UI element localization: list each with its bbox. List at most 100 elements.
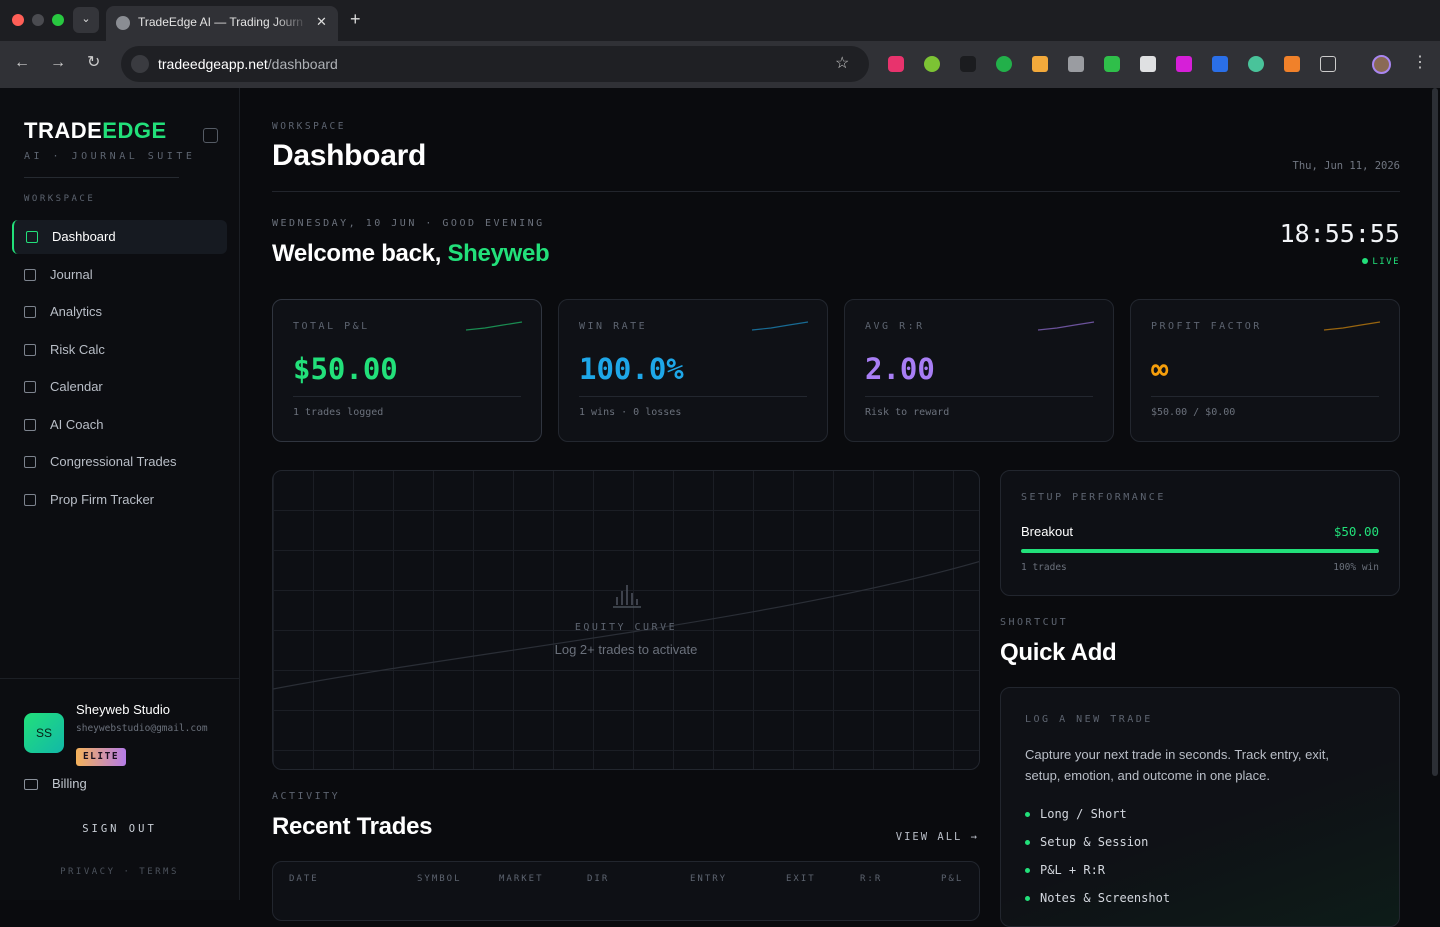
nav-item[interactable]: AI Coach	[12, 408, 227, 442]
extension[interactable]	[1140, 56, 1156, 72]
stat-card: PROFIT FACTOR ∞ $50.00 / $0.00	[1130, 299, 1400, 442]
extension[interactable]	[1284, 56, 1300, 72]
tab-search[interactable]: ⌄	[73, 7, 99, 33]
column-header: MARKET	[499, 874, 544, 884]
stat-value: $50.00	[293, 352, 398, 386]
chart-icon	[613, 585, 641, 608]
page-title: Dashboard	[272, 139, 426, 172]
nav-icon	[24, 381, 36, 393]
setup-pnl: $50.00	[1333, 524, 1379, 539]
billing-link[interactable]: Billing	[52, 776, 87, 791]
forward-button[interactable]: →	[50, 54, 66, 71]
extension[interactable]	[1248, 56, 1264, 72]
url-host: tradeedgeapp.net	[158, 56, 268, 72]
view-all[interactable]: VIEW ALL →	[895, 831, 979, 843]
close-window[interactable]	[12, 14, 24, 26]
sidebar: TRADEEDGE AI · JOURNAL SUITE WORKSPACE D…	[0, 88, 240, 900]
avatar: SS	[24, 713, 64, 753]
stat-value: 100.0%	[579, 352, 684, 386]
extension[interactable]	[1176, 56, 1192, 72]
nav-label: Prop Firm Tracker	[50, 491, 155, 507]
stat-note: 1 wins · 0 losses	[579, 407, 682, 418]
scrollbar[interactable]	[1432, 88, 1438, 776]
nav-item[interactable]: Dashboard	[12, 220, 227, 254]
live-dot	[1362, 258, 1369, 264]
new-tab[interactable]: +	[350, 9, 361, 29]
divider	[1151, 396, 1379, 397]
privacy-link[interactable]: PRIVACY	[60, 867, 116, 877]
equity-hint: Log 2+ trades to activate	[554, 642, 698, 657]
setup-title: SETUP PERFORMANCE	[1021, 492, 1166, 503]
nav: Dashboard Journal Analytics Risk Calc Calend…	[12, 220, 227, 520]
welcome: Welcome back, Sheyweb	[272, 240, 550, 269]
minimize-window[interactable]	[32, 14, 44, 26]
list-item-text: P&L + R:R	[1040, 863, 1106, 877]
nav-item[interactable]: Congressional Trades	[12, 445, 227, 479]
header-eyebrow: WORKSPACE	[272, 121, 346, 132]
live-indicator: LIVE	[1362, 257, 1400, 268]
setup-bar	[1021, 549, 1379, 553]
nav-icon	[24, 268, 36, 281]
nav-item[interactable]: Journal	[12, 258, 227, 292]
stat-note: 1 trades logged	[293, 407, 384, 418]
placeholder-curve	[273, 560, 979, 690]
quick-add-card[interactable]: LOG A NEW TRADE Capture your next trade …	[1000, 687, 1400, 927]
tab-close[interactable]: ✕	[316, 14, 327, 29]
extension[interactable]	[960, 56, 976, 72]
brand-a: TRADE	[24, 118, 103, 143]
back-button[interactable]: ←	[14, 54, 30, 71]
nav-icon	[26, 231, 38, 243]
extensions-menu[interactable]	[1320, 56, 1336, 72]
collapse-sidebar[interactable]	[203, 128, 218, 143]
nav-item[interactable]: Calendar	[12, 370, 227, 404]
stat-value: 2.00	[865, 352, 935, 386]
terms-link[interactable]: TERMS	[139, 867, 179, 877]
maximize-window[interactable]	[52, 14, 64, 26]
stat-card: AVG R:R 2.00 Risk to reward	[844, 299, 1114, 442]
divider	[24, 177, 179, 178]
setup-win: 100% win	[1333, 562, 1379, 573]
tab-strip: ⌄ TradeEdge AI — Trading Journ ✕ +	[0, 0, 1440, 41]
plan-badge: ELITE	[76, 748, 126, 766]
active-tab[interactable]: TradeEdge AI — Trading Journ ✕	[106, 6, 338, 41]
nav-item[interactable]: Prop Firm Tracker	[12, 483, 227, 517]
nav-label: Journal	[50, 266, 93, 282]
list-item: Long / Short	[1025, 807, 1127, 821]
list-item: P&L + R:R	[1025, 863, 1105, 877]
setup-panel: SETUP PERFORMANCE Breakout $50.00 1 trad…	[1000, 470, 1400, 596]
reload-button[interactable]: ↻	[87, 54, 101, 71]
bookmark-star[interactable]: ☆	[835, 55, 850, 72]
extension[interactable]	[924, 56, 940, 72]
tab-favicon	[116, 16, 130, 30]
welcome-eyebrow: WEDNESDAY, 10 JUN · GOOD EVENING	[272, 218, 545, 229]
nav-label: Risk Calc	[50, 341, 105, 357]
list-item-text: Long / Short	[1040, 807, 1127, 821]
nav-label: Dashboard	[52, 229, 116, 244]
equity-label: EQUITY CURVE	[574, 622, 678, 633]
address-bar[interactable]: tradeedgeapp.net/dashboard ☆	[121, 46, 869, 82]
sign-out[interactable]: SIGN OUT	[82, 823, 157, 835]
list-item: Setup & Session	[1025, 835, 1148, 849]
brand[interactable]: TRADEEDGE	[24, 118, 167, 144]
browser-menu[interactable]: ⋮	[1412, 54, 1428, 71]
nav-item[interactable]: Risk Calc	[12, 333, 227, 367]
site-info[interactable]	[131, 55, 149, 73]
brand-b: EDGE	[102, 118, 167, 143]
extension[interactable]	[996, 56, 1012, 72]
extension[interactable]	[1032, 56, 1048, 72]
extension[interactable]	[1212, 56, 1228, 72]
column-header: DIR	[587, 874, 610, 884]
sparkline	[1037, 321, 1095, 331]
stat-card: TOTAL P&L $50.00 1 trades logged	[272, 299, 542, 442]
extension[interactable]	[888, 56, 904, 72]
extension[interactable]	[1104, 56, 1120, 72]
bullet	[1025, 896, 1030, 901]
section-label: WORKSPACE	[24, 194, 96, 204]
stat-label: TOTAL P&L	[293, 321, 370, 332]
stat-note: Risk to reward	[865, 407, 950, 418]
extension[interactable]	[1068, 56, 1084, 72]
list-item-text: Notes & Screenshot	[1040, 891, 1171, 905]
profile[interactable]	[1372, 55, 1391, 74]
nav-item[interactable]: Analytics	[12, 295, 227, 329]
